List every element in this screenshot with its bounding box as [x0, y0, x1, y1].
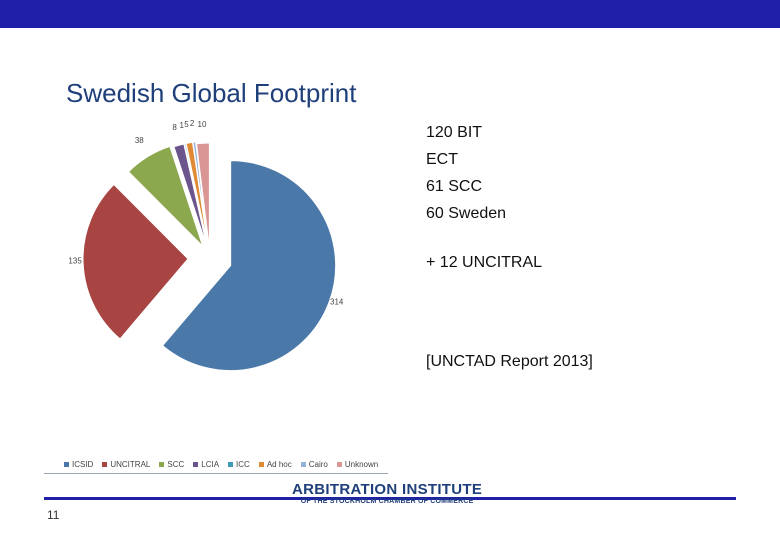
legend-label: UNCITRAL — [110, 460, 151, 469]
legend-swatch — [258, 462, 264, 467]
legend-label: ICC — [236, 460, 250, 469]
slide-title: Swedish Global Footprint — [66, 78, 357, 108]
pie-slice-unknown — [196, 142, 210, 249]
legend-label: SCC — [167, 460, 185, 469]
top-accent-bar — [0, 0, 780, 28]
pie-data-label: 38 — [135, 136, 144, 145]
legend-divider — [44, 473, 388, 474]
legend-item: Ad hoc — [258, 460, 292, 469]
legend-item: ICC — [228, 460, 250, 469]
pie-data-label: 8 — [172, 123, 177, 132]
pie-data-label: 135 — [68, 256, 82, 265]
note-source: [UNCTAD Report 2013] — [426, 353, 593, 370]
note-uncitral: + 12 UNCITRAL — [426, 254, 543, 271]
legend-swatch — [159, 462, 165, 467]
pie-data-label: 314 — [330, 298, 344, 307]
note-bit: 120 BIT — [426, 124, 483, 141]
legend-swatch — [64, 462, 69, 467]
legend-label: Ad hoc — [266, 460, 292, 469]
notes-panel: 120 BIT ECT 61 SCC 60 Sweden + 12 UNCITR… — [426, 119, 593, 375]
note-scc: 61 SCC — [426, 178, 483, 195]
page-number: 11 — [47, 508, 60, 522]
legend-item: ICSID — [64, 460, 93, 469]
legend-swatch — [228, 462, 234, 467]
pie-data-label: 10 — [198, 120, 207, 129]
pie-slice-uncitral — [82, 183, 189, 340]
logo-line-2: OF THE STOCKHOLM CHAMBER OF COMMERCE — [300, 498, 474, 505]
legend-item: SCC — [159, 460, 184, 469]
pie-slice-cairo — [192, 141, 209, 247]
pie-data-label: 5 — [184, 120, 189, 129]
legend-item: UNCITRAL — [102, 460, 150, 469]
legend-item: Unknown — [336, 460, 379, 469]
legend-label: Cairo — [308, 460, 328, 469]
legend-label: LCIA — [201, 460, 220, 469]
legend-swatch — [336, 462, 342, 467]
logo-line-1: ARBITRATION INSTITUTE — [292, 481, 483, 498]
legend-label: ICSID — [72, 460, 94, 469]
legend-item: LCIA — [193, 460, 219, 469]
pie-chart: 314 135 38 8 1 5 2 10 — [68, 119, 344, 372]
pie-slice-ad-hoc — [185, 141, 209, 247]
footer-divider — [44, 497, 736, 500]
legend-swatch — [102, 462, 108, 467]
note-ect: ECT — [426, 151, 458, 168]
pie-data-label: 2 — [190, 119, 195, 128]
legend-label: Unknown — [344, 460, 379, 469]
institute-logo: ARBITRATION INSTITUTE OF THE STOCKHOLM C… — [292, 481, 482, 505]
chart-legend: ICSID UNCITRAL SCC LCIA ICC Ad hoc Cairo Unknow… — [64, 460, 378, 469]
legend-item: Cairo — [300, 460, 328, 469]
note-sweden: 60 Sweden — [426, 205, 507, 222]
legend-swatch — [300, 462, 306, 467]
pie-slice-icsid — [161, 160, 337, 372]
legend-swatch — [193, 462, 199, 467]
pie-slice-lcia — [173, 143, 208, 247]
pie-slice-scc — [127, 145, 204, 247]
pie-data-label: 1 — [179, 121, 184, 130]
